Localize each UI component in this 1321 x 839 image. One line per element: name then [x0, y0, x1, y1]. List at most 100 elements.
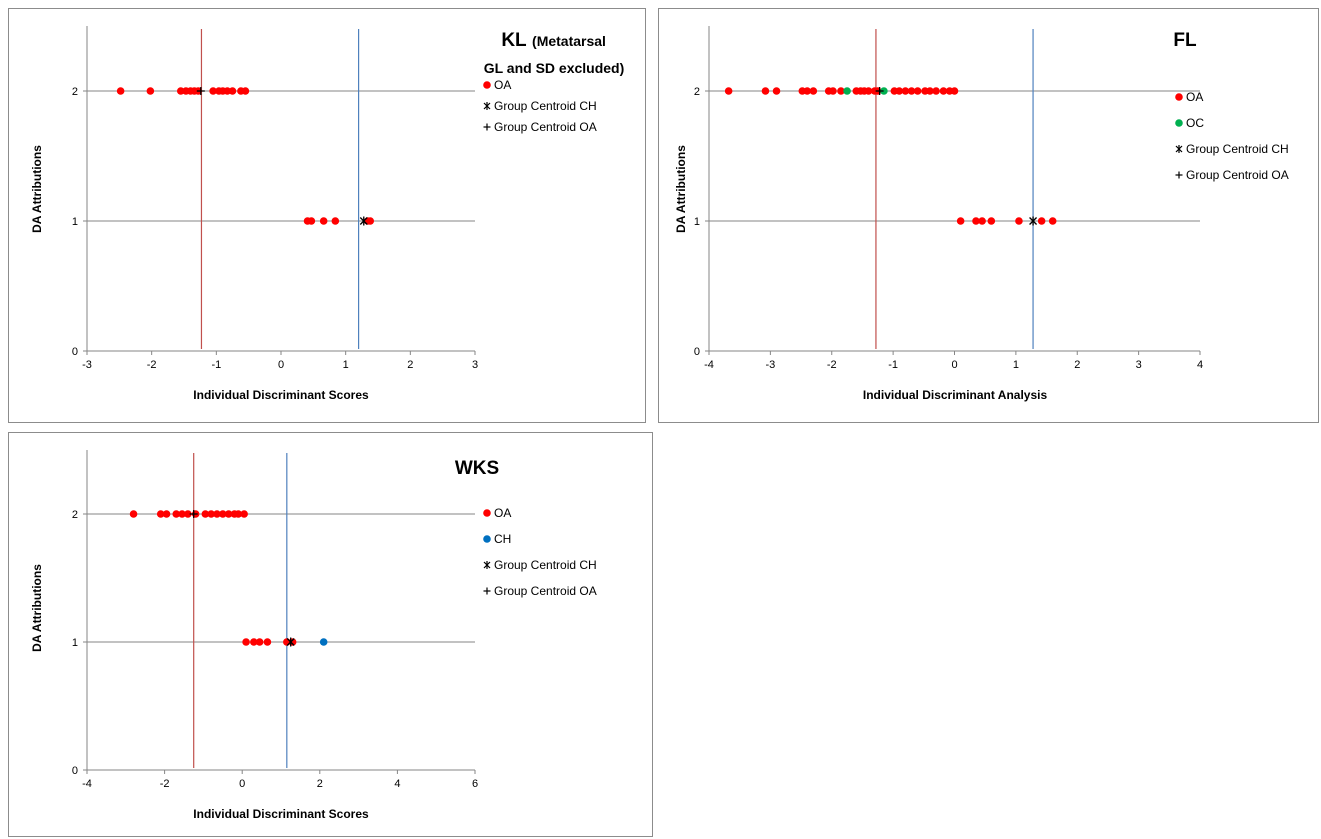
- chart-subtitle: (Metatarsal: [532, 33, 606, 49]
- x-axis-title: Individual Discriminant Scores: [193, 388, 369, 402]
- chart-kl: -3 -2 -1 0 1 2 3 0 1 2 OA Group Centroid CH Group Ce…: [30, 26, 625, 402]
- y-tick-label: 2: [72, 509, 78, 521]
- data-point: [207, 510, 215, 518]
- legend-marker: [483, 123, 491, 131]
- legend-label: OA: [494, 78, 511, 92]
- data-point: [978, 217, 986, 225]
- chart-title: FL: [1173, 30, 1197, 51]
- chart-panel-kl: -3 -2 -1 0 1 2 3 0 1 2 OA Group Centroid CH Group Ce…: [8, 8, 646, 423]
- y-axis-title: DA Attributions: [674, 145, 688, 233]
- data-point: [772, 87, 781, 95]
- data-point: [178, 510, 186, 518]
- data-point: [950, 87, 959, 95]
- data-point: [809, 87, 818, 95]
- centroid-marker-oa: [189, 510, 198, 518]
- data-point: [116, 87, 125, 95]
- chart-wks: -4 -2 0 2 4 6 0 1 2 OA CH Group Centroid CH Group Ce…: [30, 450, 597, 821]
- x-tick-label: -2: [827, 359, 837, 371]
- chart-title: KL: [501, 30, 527, 51]
- data-point: [987, 217, 996, 225]
- legend-marker: [483, 102, 491, 110]
- legend-marker: [483, 587, 491, 595]
- data-point: [162, 510, 171, 518]
- x-tick-label: 0: [239, 778, 245, 790]
- x-tick-label: 1: [343, 359, 349, 371]
- data-point: [956, 217, 965, 225]
- data-point: [926, 87, 934, 95]
- x-tick-label: -3: [765, 359, 775, 371]
- x-tick-label: 1: [1013, 359, 1019, 371]
- centroid-marker-ch: [1029, 216, 1038, 226]
- x-tick-label: 2: [317, 778, 323, 790]
- data-point: [331, 217, 340, 225]
- data-point: [240, 510, 248, 518]
- data-point: [129, 510, 138, 518]
- data-point: [864, 87, 873, 95]
- data-point: [932, 87, 940, 95]
- y-tick-label: 1: [72, 637, 78, 649]
- legend-marker: [483, 561, 491, 569]
- legend-label: OA: [1186, 90, 1203, 104]
- legend-marker: [1175, 145, 1183, 153]
- data-point: [939, 87, 948, 95]
- x-tick-label: 4: [1197, 359, 1203, 371]
- y-tick-label: 2: [72, 86, 78, 98]
- data-point: [803, 87, 811, 95]
- data-point: [829, 87, 837, 95]
- x-tick-label: 6: [472, 778, 478, 790]
- x-tick-label: -4: [704, 359, 714, 371]
- legend-label: Group Centroid CH: [494, 99, 597, 113]
- x-tick-label: 3: [472, 359, 478, 371]
- data-point: [201, 510, 210, 518]
- x-tick-label: -1: [888, 359, 898, 371]
- y-tick-label: 0: [694, 346, 700, 358]
- data-point: [146, 87, 155, 95]
- data-point: [761, 87, 770, 95]
- chart-panel-fl: -4 -3 -2 -1 0 1 2 3 4 0 1 2 OA OC Group Centroid CH Gro…: [658, 8, 1319, 423]
- data-point: [156, 510, 165, 518]
- data-point: [242, 638, 250, 646]
- y-tick-label: 0: [72, 765, 78, 777]
- x-tick-label: 2: [1074, 359, 1080, 371]
- data-point: [250, 638, 258, 646]
- data-point: [224, 510, 233, 518]
- data-point: [219, 510, 227, 518]
- x-tick-label: -2: [160, 778, 170, 790]
- legend-label: CH: [494, 532, 511, 546]
- data-point: [241, 87, 250, 95]
- data-point: [907, 87, 916, 95]
- x-tick-label: -2: [147, 359, 157, 371]
- data-point: [880, 87, 888, 95]
- x-tick-label: 4: [394, 778, 400, 790]
- data-point: [895, 87, 904, 95]
- legend-marker: [483, 509, 491, 517]
- data-point: [319, 638, 328, 646]
- legend-marker: [1175, 171, 1183, 179]
- y-tick-label: 1: [694, 216, 700, 228]
- centroid-marker-oa: [196, 87, 205, 95]
- centroid-marker-ch: [359, 216, 368, 226]
- legend-label: Group Centroid CH: [1186, 142, 1289, 156]
- y-tick-label: 0: [72, 346, 78, 358]
- chart-title: WKS: [455, 458, 499, 479]
- chart-subtitle: GL and SD excluded): [484, 60, 625, 76]
- data-point: [1048, 217, 1057, 225]
- data-point: [1015, 217, 1023, 225]
- data-point: [724, 87, 733, 95]
- data-point: [172, 510, 181, 518]
- legend-marker: [483, 535, 491, 543]
- y-tick-label: 1: [72, 216, 78, 228]
- legend-label: Group Centroid OA: [494, 120, 597, 134]
- data-point: [843, 87, 851, 95]
- y-axis-title: DA Attributions: [30, 145, 44, 233]
- legend-marker: [483, 81, 491, 89]
- data-point: [307, 217, 316, 225]
- data-point: [972, 217, 980, 225]
- chart-fl: -4 -3 -2 -1 0 1 2 3 4 0 1 2 OA OC Group Centroid CH Gro…: [674, 26, 1289, 402]
- data-point: [209, 87, 217, 95]
- data-point: [837, 87, 845, 95]
- data-point: [213, 510, 221, 518]
- data-point: [319, 217, 328, 225]
- data-point: [913, 87, 922, 95]
- x-tick-label: -4: [82, 778, 92, 790]
